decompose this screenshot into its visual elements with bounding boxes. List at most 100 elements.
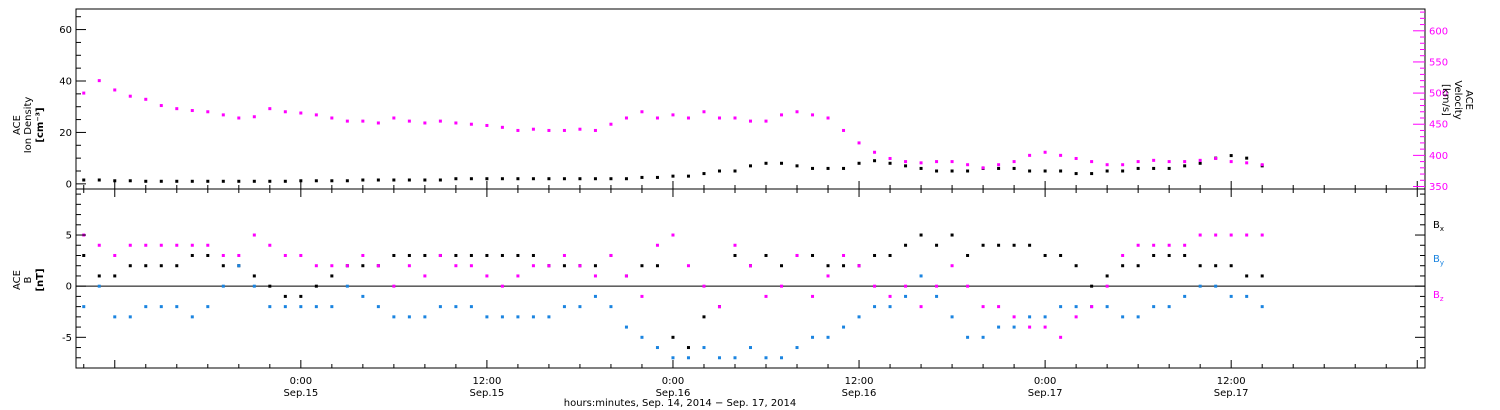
- bx-point: [764, 253, 768, 257]
- bx-point: [1043, 253, 1047, 257]
- density-point: [950, 169, 954, 173]
- density-point: [733, 169, 737, 173]
- velocity-point: [919, 161, 923, 165]
- top-right-y-tick-label: 350: [1429, 182, 1448, 193]
- density-point: [469, 177, 473, 181]
- density-point: [919, 166, 923, 170]
- bz-point: [1183, 243, 1187, 247]
- bz-point: [1152, 243, 1156, 247]
- velocity-point: [407, 119, 411, 123]
- bx-point: [330, 274, 334, 278]
- velocity-point: [1043, 150, 1047, 154]
- bz-point: [221, 253, 225, 257]
- bz-point: [283, 253, 287, 257]
- by-point: [1136, 315, 1140, 319]
- velocity-point: [686, 116, 690, 120]
- bx-point: [283, 294, 287, 298]
- density-point: [578, 177, 582, 181]
- density-point: [144, 179, 148, 183]
- bz-point: [159, 243, 163, 247]
- bx-point: [1090, 284, 1094, 288]
- by-point: [826, 335, 830, 339]
- by-point: [376, 305, 380, 309]
- top-left-y-tick-label: 20: [59, 128, 72, 139]
- density-point: [1105, 169, 1109, 173]
- by-point: [997, 325, 1001, 329]
- by-point: [206, 305, 210, 309]
- bz-point: [904, 284, 908, 288]
- bz-point: [780, 284, 784, 288]
- velocity-point: [500, 125, 504, 129]
- bx-point: [1105, 274, 1109, 278]
- bz-point: [454, 264, 458, 268]
- by-point: [500, 315, 504, 319]
- velocity-point: [454, 121, 458, 125]
- bz-point: [392, 284, 396, 288]
- bz-point: [314, 264, 318, 268]
- by-point: [361, 294, 365, 298]
- by-point: [702, 346, 706, 350]
- bz-point: [175, 243, 179, 247]
- bz-point: [857, 264, 861, 268]
- by-point: [873, 305, 877, 309]
- velocity-point: [268, 107, 272, 111]
- top-left-ylabel-unit: [cm⁻³]: [35, 107, 46, 142]
- bz-point: [578, 264, 582, 268]
- by-point: [283, 305, 287, 309]
- bx-point: [407, 253, 411, 257]
- bz-point: [1074, 315, 1078, 319]
- density-point: [1136, 166, 1140, 170]
- x-axis-label: hours:minutes, Sep. 14, 2014 − Sep. 17, …: [564, 398, 797, 409]
- bx-point: [1121, 264, 1125, 268]
- bz-point: [655, 243, 659, 247]
- bx-point: [1028, 243, 1032, 247]
- velocity-point: [671, 113, 675, 117]
- bx-point: [1136, 264, 1140, 268]
- by-point: [407, 315, 411, 319]
- bz-point: [361, 253, 365, 257]
- bottom-left-ylabel-line2: B: [23, 276, 34, 283]
- velocity-point: [330, 116, 334, 120]
- density-point: [221, 179, 225, 183]
- velocity-point: [609, 122, 613, 126]
- bz-point: [997, 305, 1001, 309]
- bz-point: [702, 284, 706, 288]
- velocity-point: [516, 128, 520, 132]
- data-layer: [82, 79, 1264, 360]
- by-point: [531, 315, 535, 319]
- by-point: [190, 315, 194, 319]
- by-point: [624, 325, 628, 329]
- velocity-point: [1136, 160, 1140, 164]
- bz-point: [919, 305, 923, 309]
- bx-point: [935, 243, 939, 247]
- density-point: [485, 177, 489, 181]
- by-point: [252, 284, 256, 288]
- by-point: [1012, 325, 1016, 329]
- bx-point: [531, 253, 535, 257]
- velocity-point: [361, 119, 365, 123]
- velocity-point: [857, 141, 861, 145]
- velocity-point: [1059, 153, 1063, 157]
- bz-point: [764, 294, 768, 298]
- by-point: [655, 346, 659, 350]
- velocity-point: [113, 88, 117, 92]
- by-point: [1059, 305, 1063, 309]
- bz-point: [1028, 325, 1032, 329]
- by-point: [764, 356, 768, 360]
- velocity-point: [593, 128, 597, 132]
- bz-point: [299, 253, 303, 257]
- bz-point: [609, 253, 613, 257]
- velocity-point: [345, 119, 349, 123]
- bz-point: [717, 305, 721, 309]
- density-point: [562, 177, 566, 181]
- bx-point: [640, 264, 644, 268]
- velocity-point: [904, 160, 908, 164]
- by-point: [469, 305, 473, 309]
- by-point: [268, 305, 272, 309]
- bx-point: [842, 264, 846, 268]
- velocity-point: [1105, 163, 1109, 167]
- bz-point: [1214, 233, 1218, 237]
- legend-by: By: [1433, 254, 1444, 267]
- by-point: [237, 264, 241, 268]
